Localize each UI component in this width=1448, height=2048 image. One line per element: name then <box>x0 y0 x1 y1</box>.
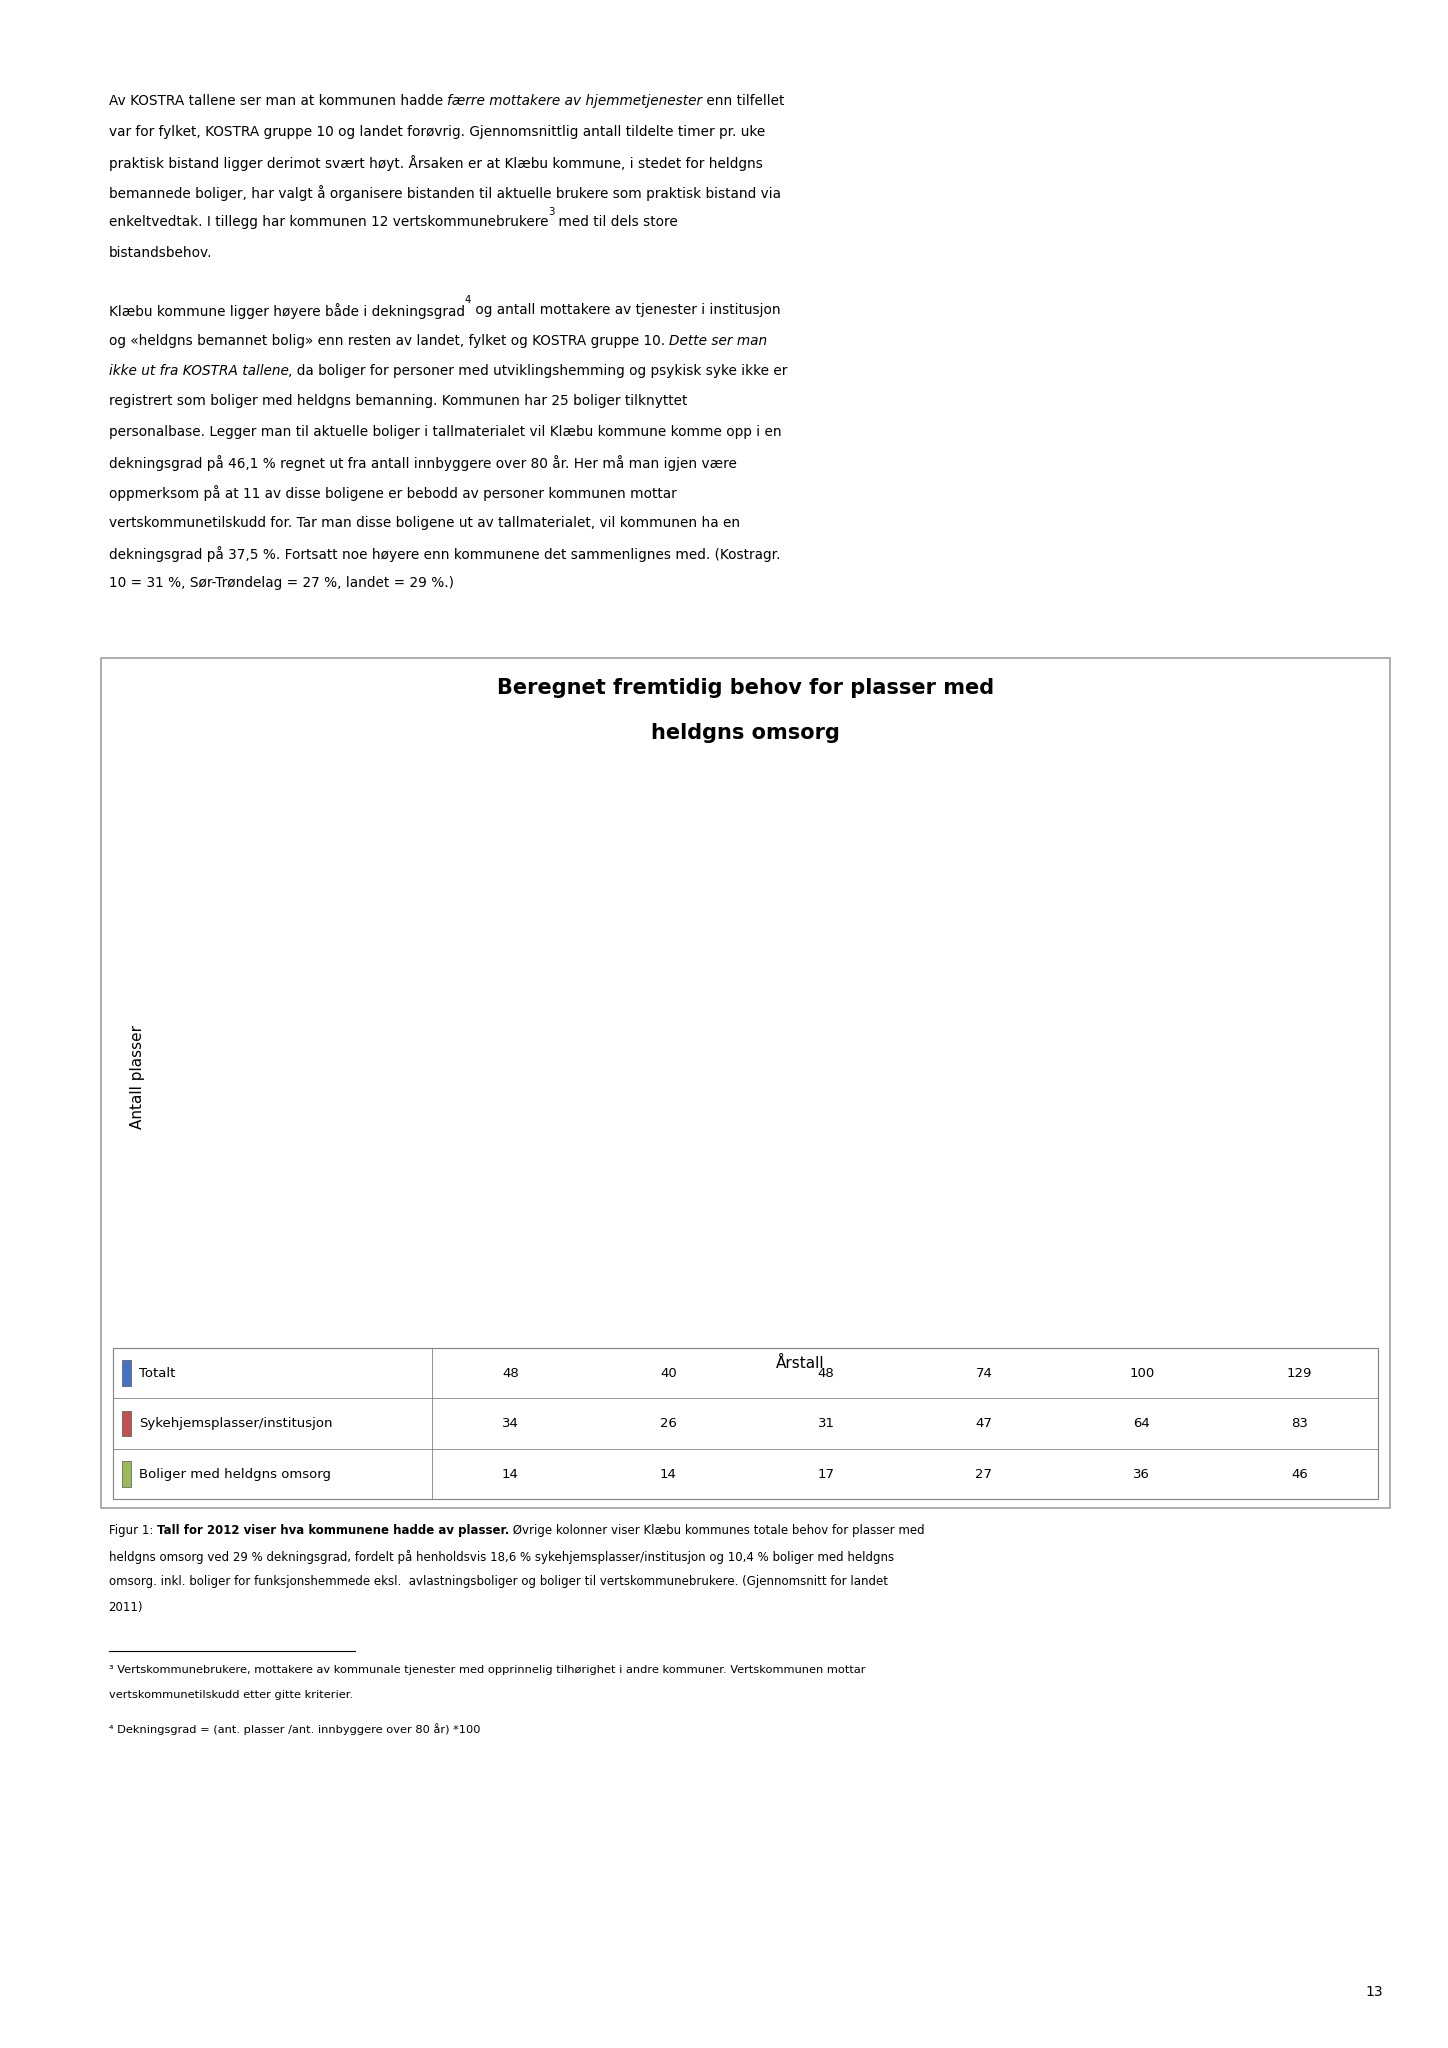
Text: praktisk bistand ligger derimot svært høyt. Årsaken er at Klæbu kommune, i stede: praktisk bistand ligger derimot svært hø… <box>109 156 763 170</box>
Text: , da boliger for personer med utviklingshemming og psykisk syke ikke er: , da boliger for personer med utviklings… <box>288 365 788 379</box>
Bar <box>557 1290 604 1343</box>
Text: Totalt: Totalt <box>139 1366 175 1380</box>
Text: 14: 14 <box>660 1468 676 1481</box>
Bar <box>510 1245 556 1343</box>
Text: 2011): 2011) <box>109 1602 143 1614</box>
Text: 4: 4 <box>465 295 471 305</box>
Text: med til dels store: med til dels store <box>555 215 678 229</box>
Bar <box>688 1227 734 1343</box>
Bar <box>1222 1028 1268 1343</box>
Bar <box>1270 1169 1316 1343</box>
Text: 27: 27 <box>976 1468 992 1481</box>
Bar <box>866 1165 912 1343</box>
Text: 40: 40 <box>660 1366 676 1380</box>
Text: heldgns omsorg ved 29 % dekningsgrad, fordelt på henholdsvis 18,6 % sykehjemspla: heldgns omsorg ved 29 % dekningsgrad, fo… <box>109 1550 893 1563</box>
Text: 83: 83 <box>1292 1417 1308 1430</box>
Text: 64: 64 <box>1134 1417 1150 1430</box>
Text: registrert som boliger med heldgns bemanning. Kommunen har 25 boliger tilknyttet: registrert som boliger med heldgns beman… <box>109 395 686 408</box>
Text: 46: 46 <box>1292 1468 1308 1481</box>
Text: oppmerksom på at 11 av disse boligene er bebodd av personer kommunen mottar: oppmerksom på at 11 av disse boligene er… <box>109 485 676 502</box>
Text: 74: 74 <box>976 1366 992 1380</box>
Text: bistandsbehov.: bistandsbehov. <box>109 246 211 260</box>
Text: 48: 48 <box>502 1366 518 1380</box>
Text: og «heldgns bemannet bolig» enn resten av landet, fylket og KOSTRA gruppe 10.: og «heldgns bemannet bolig» enn resten a… <box>109 334 669 348</box>
Bar <box>1044 1100 1090 1343</box>
Text: Klæbu kommune ligger høyere både i dekningsgrad: Klæbu kommune ligger høyere både i dekni… <box>109 303 465 319</box>
Bar <box>996 963 1043 1343</box>
Text: 13: 13 <box>1365 1985 1383 1999</box>
Text: var for fylket, KOSTRA gruppe 10 og landet forøvrig. Gjennomsnittlig antall tild: var for fylket, KOSTRA gruppe 10 og land… <box>109 125 765 139</box>
Text: 26: 26 <box>660 1417 676 1430</box>
Text: Antall plasser: Antall plasser <box>130 1026 145 1130</box>
Text: personalbase. Legger man til aktuelle boliger i tallmaterialet vil Klæbu kommune: personalbase. Legger man til aktuelle bo… <box>109 424 782 438</box>
Bar <box>1092 1206 1138 1343</box>
Bar <box>379 1290 426 1343</box>
Bar <box>818 1063 864 1343</box>
Text: 100: 100 <box>1129 1366 1154 1380</box>
Text: 31: 31 <box>818 1417 834 1430</box>
Text: Beregnet fremtidig behov for plasser med: Beregnet fremtidig behov for plasser med <box>497 678 995 698</box>
Bar <box>914 1241 960 1343</box>
Text: Figur 1:: Figur 1: <box>109 1524 156 1536</box>
Bar <box>462 1192 508 1343</box>
Text: og antall mottakere av tjenester i institusjon: og antall mottakere av tjenester i insti… <box>471 303 780 317</box>
Text: bemannede boliger, har valgt å organisere bistanden til aktuelle brukere som pra: bemannede boliger, har valgt å organiser… <box>109 184 780 201</box>
Text: 129: 129 <box>1287 1366 1312 1380</box>
Bar <box>736 1280 782 1343</box>
Text: dekningsgrad på 46,1 % regnet ut fra antall innbyggere over 80 år. Her må man ig: dekningsgrad på 46,1 % regnet ut fra ant… <box>109 455 737 471</box>
Text: færre mottakere av hjemmetjenester: færre mottakere av hjemmetjenester <box>447 94 702 109</box>
Text: 48: 48 <box>818 1366 834 1380</box>
Text: Årstall: Årstall <box>776 1356 824 1370</box>
Bar <box>332 1214 378 1343</box>
Text: 14: 14 <box>502 1468 518 1481</box>
Text: dekningsgrad på 37,5 %. Fortsatt noe høyere enn kommunene det sammenlignes med. : dekningsgrad på 37,5 %. Fortsatt noe høy… <box>109 547 780 561</box>
Text: Øvrige kolonner viser Klæbu kommunes totale behov for plasser med: Øvrige kolonner viser Klæbu kommunes tot… <box>510 1524 925 1536</box>
Text: omsorg. inkl. boliger for funksjonshemmede eksl.  avlastningsboliger og boliger : omsorg. inkl. boliger for funksjonshemme… <box>109 1575 888 1587</box>
Text: Av KOSTRA tallene ser man at kommunen hadde: Av KOSTRA tallene ser man at kommunen ha… <box>109 94 447 109</box>
Text: ³ Vertskommunebrukere, mottakere av kommunale tjenester med opprinnelig tilhørig: ³ Vertskommunebrukere, mottakere av komm… <box>109 1665 864 1675</box>
Text: ⁴ Dekningsgrad = (ant. plasser /ant. innbyggere over 80 år) *100: ⁴ Dekningsgrad = (ant. plasser /ant. inn… <box>109 1722 481 1735</box>
Text: 10 = 31 %, Sør-Trøndelag = 27 %, landet = 29 %.): 10 = 31 %, Sør-Trøndelag = 27 %, landet … <box>109 575 453 590</box>
Text: vertskommunetilskudd etter gitte kriterier.: vertskommunetilskudd etter gitte kriteri… <box>109 1690 353 1700</box>
Text: Dette ser man: Dette ser man <box>669 334 767 348</box>
Text: Boliger med heldgns omsorg: Boliger med heldgns omsorg <box>139 1468 330 1481</box>
Text: vertskommunetilskudd for. Tar man disse boligene ut av tallmaterialet, vil kommu: vertskommunetilskudd for. Tar man disse … <box>109 516 740 530</box>
Text: ikke ut fra KOSTRA tallene: ikke ut fra KOSTRA tallene <box>109 365 288 379</box>
Text: enkeltvedtak. I tillegg har kommunen 12 vertskommunebrukere: enkeltvedtak. I tillegg har kommunen 12 … <box>109 215 549 229</box>
Bar <box>284 1161 330 1343</box>
Bar <box>640 1161 686 1343</box>
Text: 17: 17 <box>818 1468 834 1481</box>
Text: 36: 36 <box>1134 1468 1150 1481</box>
Text: enn tilfellet: enn tilfellet <box>702 94 785 109</box>
Bar <box>1174 854 1221 1343</box>
Text: 47: 47 <box>976 1417 992 1430</box>
Text: Tall for 2012 viser hva kommunene hadde av plasser.: Tall for 2012 viser hva kommunene hadde … <box>156 1524 510 1536</box>
Text: 3: 3 <box>549 207 555 217</box>
Text: heldgns omsorg: heldgns omsorg <box>652 723 840 743</box>
Text: 34: 34 <box>502 1417 518 1430</box>
Text: Sykehjemsplasser/institusjon: Sykehjemsplasser/institusjon <box>139 1417 332 1430</box>
